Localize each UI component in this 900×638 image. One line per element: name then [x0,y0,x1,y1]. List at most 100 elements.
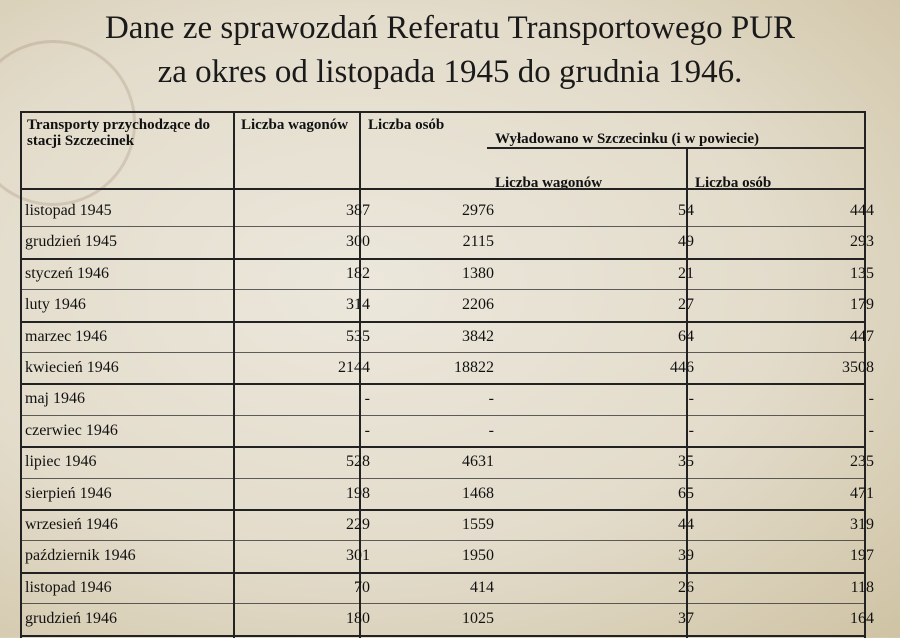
unl-wagons-cell: 21 [678,264,694,282]
row-divider [20,257,865,260]
unl-persons-cell: 447 [850,327,874,345]
header-unloaded-persons: Liczba osób [695,175,772,191]
month-cell: luty 1946 [25,296,86,314]
unl-wagons-cell: - [688,390,694,408]
header-transports: Transporty przychodzące do stacji Szczec… [27,117,211,149]
persons-cell: 2115 [462,233,494,251]
postmark-stamp-decoration [0,40,136,206]
month-cell: wrzesień 1946 [25,516,118,533]
unl-persons-cell: 293 [850,233,874,251]
unl-persons-cell: - [868,390,874,408]
wagons-cell: - [364,421,370,439]
row-divider [20,603,865,605]
unl-wagons-cell: 35 [678,453,694,471]
persons-cell: 18822 [454,359,494,376]
wagons-cell: 2144 [338,359,370,376]
persons-cell: 2976 [462,202,494,219]
row-divider [20,226,865,228]
month-cell: styczeń 1946 [25,264,109,282]
wagons-cell: 182 [346,264,370,282]
unl-wagons-cell: 44 [678,516,694,533]
unl-wagons-cell: 49 [678,233,694,251]
wagons-cell: 314 [346,296,370,314]
unl-wagons-cell: 64 [678,327,694,345]
unl-wagons-cell: 446 [670,359,694,376]
unl-persons-cell: 118 [850,578,874,596]
column-divider [233,111,235,638]
wagons-cell: 229 [346,516,370,533]
row-divider [20,383,865,386]
unl-persons-cell: - [868,421,874,439]
month-cell: kwiecień 1946 [25,359,119,376]
unl-wagons-cell: 26 [678,578,694,596]
unl-wagons-cell: 65 [678,484,694,502]
page-title-line1: Dane ze sprawozdań Referatu Transportowe… [104,10,796,46]
unl-persons-cell: 135 [850,264,874,282]
page-title-line2: za okres od listopada 1945 do grudnia 19… [157,54,743,90]
wagons-cell: 300 [346,233,370,251]
month-cell: listopad 1945 [25,202,112,219]
row-divider [20,289,865,291]
row-divider [20,352,865,353]
persons-cell: - [488,390,494,408]
wagons-cell: 535 [346,327,370,345]
wagons-cell: 198 [346,484,370,502]
header-unloaded-group: Wyładowano w Szczecinku (i w powiecie) [495,131,760,147]
month-cell: sierpień 1946 [25,484,112,502]
month-cell: listopad 1946 [25,578,112,596]
unl-wagons-cell: 27 [678,296,694,314]
wagons-cell: - [364,390,370,408]
row-divider [20,571,865,574]
header-bottom-line [20,188,865,190]
unl-persons-cell: 164 [850,610,874,628]
persons-cell: 1950 [462,547,494,565]
persons-cell: 4631 [462,453,494,471]
column-divider [686,147,688,638]
header-unloaded-wagons: Liczba wagonów [495,175,603,191]
persons-cell: 1468 [462,484,494,502]
row-divider [20,540,865,542]
row-divider [20,320,865,323]
unl-persons-cell: 179 [850,296,874,314]
wagons-cell: 70 [354,578,370,596]
row-divider [20,414,865,416]
unl-wagons-cell: 39 [678,547,694,565]
month-cell: lipiec 1946 [25,453,97,471]
unl-persons-cell: 319 [850,516,874,533]
table-border-right [864,111,866,638]
wagons-cell: 387 [346,202,370,219]
wagons-cell: 528 [346,453,370,471]
row-divider [20,477,865,479]
unl-persons-cell: 197 [850,547,874,565]
unl-persons-cell: 444 [850,202,874,219]
header-persons: Liczba osób [368,117,445,133]
persons-cell: 414 [470,578,494,596]
header-wagons: Liczba wagonów [241,117,349,133]
group-underline [487,147,865,149]
persons-cell: 3842 [462,327,494,345]
persons-cell: 2206 [462,296,494,314]
month-cell: grudzień 1945 [25,233,117,251]
row-divider [20,509,865,511]
persons-cell: 1559 [462,516,494,533]
month-cell: maj 1946 [25,390,85,408]
column-divider [359,111,361,638]
unl-wagons-cell: 54 [678,202,694,219]
month-cell: czerwiec 1946 [25,421,118,439]
row-divider [20,634,865,637]
table-border-left [20,111,22,638]
month-cell: grudzień 1946 [25,610,117,628]
unl-wagons-cell: 37 [678,610,694,628]
wagons-cell: 180 [346,610,370,628]
row-divider [20,446,865,449]
wagons-cell: 301 [346,547,370,565]
persons-cell: 1025 [462,610,494,628]
unl-wagons-cell: - [688,421,694,439]
month-cell: marzec 1946 [25,327,108,345]
unl-persons-cell: 235 [850,453,874,471]
persons-cell: - [488,421,494,439]
persons-cell: 1380 [462,264,494,282]
month-cell: październik 1946 [25,547,136,565]
unl-persons-cell: 3508 [842,359,874,376]
table-border-top [20,111,865,113]
